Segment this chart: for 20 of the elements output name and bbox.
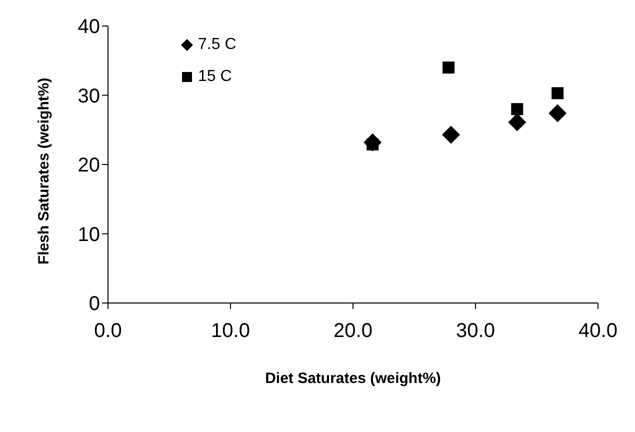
x-tick-label: 40.0	[578, 320, 618, 342]
y-axis-title: Flesh Saturates (weight%)	[35, 78, 52, 264]
x-tick-label: 20.0	[334, 320, 372, 342]
point	[548, 104, 567, 122]
point	[442, 126, 460, 144]
point	[511, 103, 524, 116]
y-tick-label: 40	[78, 16, 100, 38]
y-tick-label: 30	[78, 85, 100, 108]
y-tick-label: 10	[78, 224, 100, 246]
legend-label: 15 C	[198, 68, 232, 86]
x-tick-label: 0.0	[94, 320, 122, 342]
point	[442, 62, 455, 74]
x-tick-label: 10.0	[211, 320, 250, 342]
x-axis-title: Diet Saturates (weight%)	[265, 370, 441, 387]
point	[552, 87, 564, 100]
x-tick-label: 30.0	[456, 320, 495, 342]
legend-label: 7.5 C	[198, 36, 236, 54]
y-tick-label: 0	[88, 293, 100, 316]
point	[508, 113, 526, 132]
y-tick-label: 20	[78, 154, 100, 177]
